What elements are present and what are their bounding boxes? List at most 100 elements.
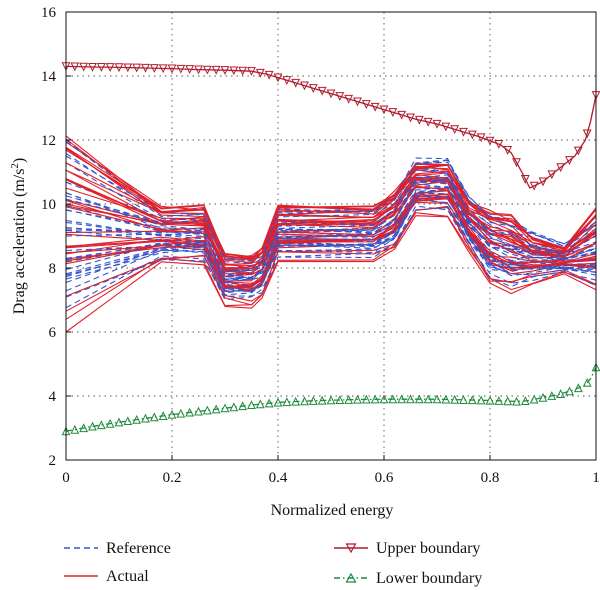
lower-boundary-marker <box>70 424 80 434</box>
x-tick-label: 0 <box>62 470 70 486</box>
upper-boundary-marker <box>282 76 292 85</box>
y-tick-label: 2 <box>49 453 57 469</box>
upper-boundary-marker <box>96 63 106 72</box>
upper-boundary-marker <box>88 62 97 72</box>
lower-boundary-marker <box>273 397 283 407</box>
upper-boundary-marker <box>538 177 548 187</box>
lower-boundary-marker <box>361 394 371 404</box>
upper-boundary-marker <box>520 175 530 184</box>
reference-trajectory <box>65 176 597 273</box>
y-tick-label: 4 <box>49 389 57 405</box>
lower-boundary-marker <box>459 395 468 404</box>
upper-boundary-marker <box>573 146 583 156</box>
upper-boundary-marker <box>388 108 398 117</box>
upper-boundary-marker <box>176 64 186 74</box>
upper-boundary-marker <box>432 119 442 129</box>
upper-boundary-marker <box>370 102 380 112</box>
y-axis-title-close: ) <box>11 158 28 163</box>
upper-boundary-marker <box>317 86 327 96</box>
lower-boundary-marker <box>370 394 380 404</box>
upper-boundary-marker <box>547 170 557 180</box>
lower-boundary-marker <box>379 394 389 404</box>
upper-boundary-marker <box>361 100 371 109</box>
x-tick-label: 0.2 <box>163 470 182 486</box>
legend-item-actual: Actual <box>64 568 149 585</box>
upper-boundary-marker <box>379 105 389 115</box>
legend-marker-lower-boundary <box>345 572 357 583</box>
y-axis-title: Drag acceleration (m/s2) <box>9 158 28 315</box>
lower-boundary-marker <box>176 408 186 418</box>
upper-boundary-marker <box>141 63 150 73</box>
lower-boundary-marker <box>194 406 203 416</box>
y-tick-label: 10 <box>41 197 56 213</box>
lower-boundary-marker <box>565 386 574 396</box>
lower-boundary-marker <box>476 395 486 405</box>
upper-boundary-marker <box>326 89 336 99</box>
actual-trajectory <box>65 198 597 290</box>
actual-trajectory <box>65 148 597 261</box>
lower-boundary-marker <box>529 394 539 404</box>
lower-boundary-marker <box>149 412 159 422</box>
lower-boundary-marker <box>512 396 521 406</box>
y-tick-label: 16 <box>41 5 57 21</box>
upper-boundary-marker <box>149 64 159 73</box>
upper-boundary-marker <box>353 97 362 107</box>
y-axis-title-main: Drag acceleration (m/s <box>11 169 28 315</box>
lower-boundary-marker <box>317 395 327 405</box>
lower-boundary-marker <box>123 416 133 426</box>
actual-trajectory <box>65 162 597 264</box>
lower-boundary-marker <box>300 396 309 406</box>
y-axis-title-superscript: 2 <box>9 163 21 169</box>
upper-boundary-marker <box>247 67 256 76</box>
legend-marker-upper-boundary <box>345 543 357 554</box>
upper-boundary-marker <box>70 62 80 72</box>
upper-boundary-marker <box>344 94 354 104</box>
upper-boundary-marker <box>158 64 168 74</box>
upper-boundary-marker <box>423 117 433 127</box>
upper-boundary-marker <box>220 66 230 75</box>
upper-boundary-marker <box>529 181 539 191</box>
upper-boundary-marker <box>556 163 566 173</box>
lower-boundary-marker <box>105 418 115 428</box>
lower-boundary-marker <box>494 396 504 405</box>
lower-boundary-marker <box>282 397 292 407</box>
y-tick-label: 14 <box>41 69 57 85</box>
upper-boundary-marker <box>441 122 451 132</box>
plot-frame <box>65 11 597 461</box>
lower-boundary-marker <box>132 414 142 424</box>
lower-boundary-marker <box>202 405 212 415</box>
upper-boundary-marker <box>512 158 521 168</box>
lower-boundary-marker <box>220 403 230 413</box>
upper-boundary-marker <box>132 63 142 73</box>
upper-boundary-marker <box>105 63 115 72</box>
upper-boundary-marker <box>406 113 415 123</box>
lower-boundary-marker <box>79 423 89 433</box>
y-tick-label: 8 <box>49 261 57 277</box>
lower-boundary-marker <box>503 396 513 406</box>
upper-boundary-marker <box>273 73 283 83</box>
lower-boundary-marker <box>538 392 548 402</box>
lower-boundary-marker <box>167 409 177 419</box>
upper-boundary-marker <box>467 130 477 140</box>
x-axis-title: Normalized energy <box>271 502 394 519</box>
upper-boundary-marker <box>229 66 239 76</box>
actual-trajectory <box>65 173 597 270</box>
y-tick-label: 6 <box>49 325 57 341</box>
lower-boundary-marker <box>388 394 398 404</box>
upper-boundary-marker <box>255 68 265 78</box>
reference-trajectory <box>65 178 597 279</box>
upper-boundary-marker <box>211 65 221 75</box>
lower-boundary-marker <box>485 395 495 405</box>
lower-boundary-marker <box>88 421 97 431</box>
upper-boundary-marker <box>450 125 460 135</box>
lower-boundary-marker <box>423 394 433 404</box>
lower-boundary-marker <box>264 398 274 408</box>
lower-boundary-marker <box>114 417 124 427</box>
lower-boundary-marker <box>432 394 442 404</box>
upper-boundary-marker <box>503 146 513 155</box>
x-tick-label: 0.4 <box>269 470 288 486</box>
y-tick-label: 12 <box>41 133 56 149</box>
